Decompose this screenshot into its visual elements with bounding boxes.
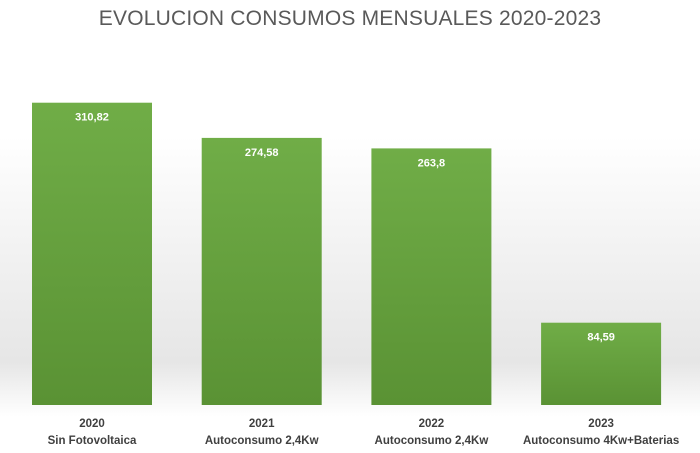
tick-label-year: 2022 [419,418,445,430]
tick-label-description: Autoconsumo 2,4Kw [375,435,489,447]
data-label-2021: 274,58 [245,147,279,159]
bar-2022 [371,148,492,405]
tick-label-year: 2021 [249,418,275,430]
chart-title: EVOLUCION CONSUMOS MENSUALES 2020-2023 [98,7,602,30]
x-axis-ticks: 2020 Sin Fotovoltaica 2021 Autoconsumo 2,4K… [48,418,680,447]
data-labels-layer: 310,82 274,58 263,8 84,59 [75,112,615,344]
tick-label-year: 2020 [79,418,105,430]
data-label-2022: 263,8 [418,157,446,169]
data-label-2023: 84,59 [587,332,615,344]
tick-label-description: Autoconsumo 2,4Kw [205,435,319,447]
bar-2020 [32,102,152,405]
bars-layer [32,102,662,405]
tick-label-description: Sin Fotovoltaica [48,435,137,447]
bar-2023 [541,322,662,405]
tick-label-description: Autoconsumo 4Kw+Baterias [523,435,679,447]
tick-label-year: 2023 [588,418,614,430]
bar-2021 [201,137,322,405]
data-label-2020: 310,82 [75,112,109,124]
